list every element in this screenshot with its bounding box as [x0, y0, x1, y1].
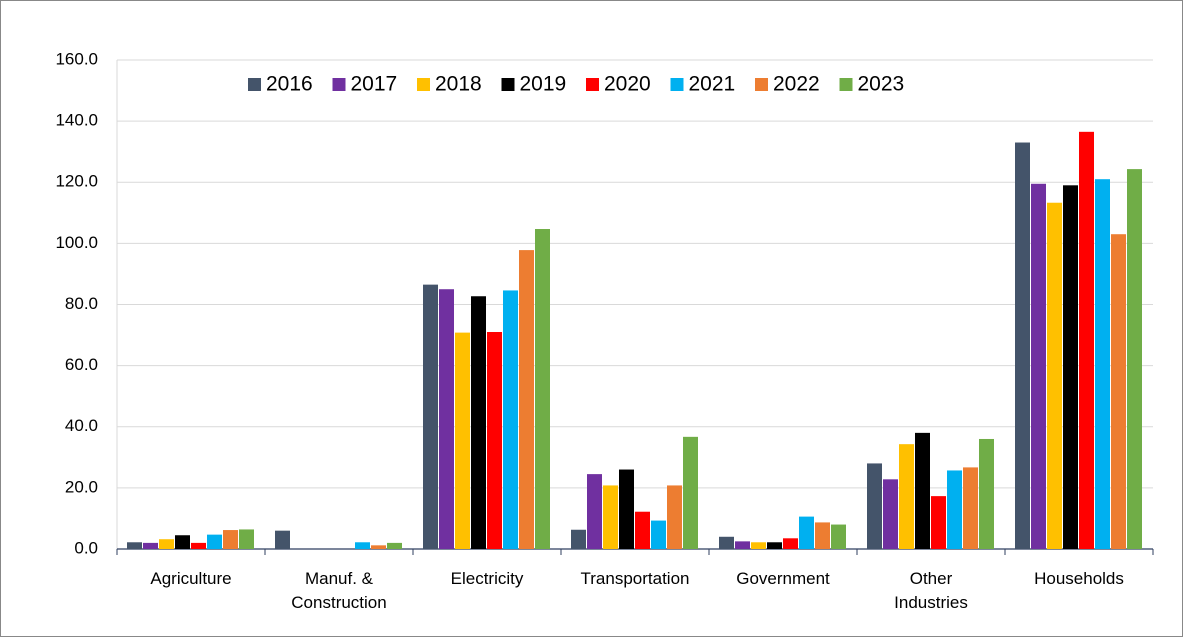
- bar: [387, 542, 402, 549]
- legend-swatch: [332, 78, 346, 91]
- legend-swatch: [501, 78, 515, 91]
- bar: [931, 496, 946, 549]
- legend-swatch: [839, 78, 853, 91]
- x-tick-label: Other Industries: [894, 569, 968, 612]
- legend-label: 2017: [351, 73, 398, 96]
- x-tick-label: Transportation: [580, 569, 690, 588]
- y-tick-label: 120.0: [55, 172, 98, 191]
- legend-label: 2016: [266, 73, 313, 96]
- y-tick-label: 160.0: [55, 49, 98, 68]
- legend-swatch: [417, 78, 430, 91]
- bar: [1095, 179, 1110, 549]
- bar: [571, 529, 586, 549]
- legend-label: 2022: [773, 73, 820, 96]
- bar: [471, 296, 486, 549]
- y-tick-label: 60.0: [65, 355, 98, 374]
- bar: [355, 542, 370, 549]
- bar: [175, 535, 190, 549]
- bar: [603, 485, 618, 549]
- bar: [815, 522, 830, 549]
- bar: [127, 542, 142, 549]
- bar: [735, 541, 750, 549]
- bar: [519, 250, 534, 549]
- bar: [799, 516, 814, 549]
- legend-label: 2019: [520, 73, 567, 96]
- bar: [239, 529, 254, 549]
- bar: [455, 332, 470, 549]
- legend-swatch: [670, 78, 684, 91]
- y-tick-label: 0.0: [74, 538, 98, 557]
- bar: [1127, 169, 1142, 549]
- bar: [767, 542, 782, 549]
- bar: [439, 289, 454, 549]
- bar: [371, 545, 386, 549]
- bar: [899, 444, 914, 549]
- y-tick-label: 20.0: [65, 477, 98, 496]
- y-tick-label: 40.0: [65, 416, 98, 435]
- y-tick-label: 140.0: [55, 111, 98, 130]
- bar: [223, 530, 238, 549]
- legend-swatch: [755, 78, 768, 91]
- bar: [635, 511, 650, 549]
- bar: [783, 538, 798, 549]
- bar: [651, 520, 666, 549]
- legend-label: 2021: [689, 73, 736, 96]
- x-tick-label: Households: [1034, 569, 1124, 588]
- bar: [1047, 202, 1062, 549]
- legend-label: 2020: [604, 73, 651, 96]
- bar: [275, 530, 290, 549]
- bar: [915, 432, 930, 549]
- bar: [831, 524, 846, 549]
- bar: [619, 469, 634, 549]
- bar: [1015, 142, 1030, 550]
- bar: [719, 536, 734, 549]
- legend-label: 2023: [858, 73, 905, 96]
- legend-swatch: [586, 78, 599, 91]
- bar: [751, 542, 766, 549]
- bar: [963, 467, 978, 549]
- bar: [979, 438, 994, 549]
- bar: [159, 539, 174, 549]
- y-tick-label: 80.0: [65, 294, 98, 313]
- bar: [143, 542, 158, 549]
- bar: [423, 284, 438, 549]
- bar: [1063, 185, 1078, 549]
- bar: [867, 463, 882, 549]
- bar: [667, 485, 682, 549]
- bar: [503, 290, 518, 549]
- bar: [207, 534, 222, 549]
- bar: [1111, 234, 1126, 550]
- bar: [1079, 131, 1094, 549]
- x-tick-label: Government: [736, 569, 830, 588]
- legend-swatch: [248, 78, 261, 91]
- bar: [883, 479, 898, 549]
- y-tick-label: 100.0: [55, 233, 98, 252]
- bar: [947, 470, 962, 549]
- bar: [487, 332, 502, 549]
- bar: [535, 229, 550, 549]
- bar: [1031, 183, 1046, 549]
- x-tick-label: Electricity: [450, 569, 524, 588]
- x-tick-label: Manuf. & Construction: [291, 569, 387, 612]
- bar: [587, 474, 602, 549]
- bar: [191, 542, 206, 549]
- bar: [683, 436, 698, 549]
- legend-label: 2018: [435, 73, 482, 96]
- x-tick-label: Agriculture: [150, 569, 232, 588]
